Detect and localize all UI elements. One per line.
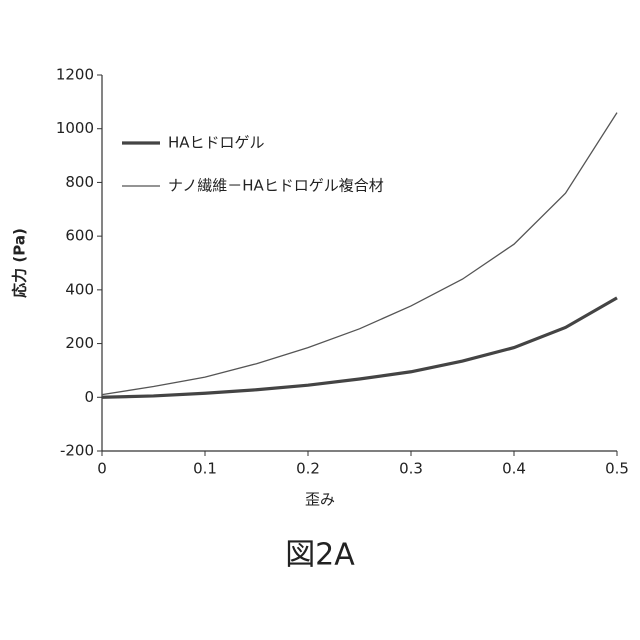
y-tick-label: 0 <box>84 388 94 406</box>
y-tick-label: 400 <box>65 280 94 298</box>
x-tick-label: 0.5 <box>605 460 629 478</box>
y-tick-label: 800 <box>65 173 94 191</box>
y-tick-label: 1200 <box>56 66 94 84</box>
page: {"chart_data": {"type": "line", "xlabel"… <box>0 0 640 640</box>
x-axis-label: 歪み <box>305 491 335 509</box>
x-tick-label: 0.1 <box>193 460 217 478</box>
y-tick-label: -200 <box>60 442 94 460</box>
x-tick-label: 0.2 <box>296 460 320 478</box>
figure-label: 図2A <box>285 538 355 573</box>
x-tick-label: 0 <box>97 460 107 478</box>
y-tick-label: 1000 <box>56 119 94 137</box>
legend-label: HAヒドロゲル <box>168 134 265 152</box>
x-tick-label: 0.4 <box>502 460 526 478</box>
legend-label: ナノ繊維－HAヒドロゲル複合材 <box>168 177 384 195</box>
chart: 歪み 応力 (Pa) 図2A -200020040060080010001200… <box>0 0 640 640</box>
x-tick-label: 0.3 <box>399 460 423 478</box>
y-tick-label: 600 <box>65 227 94 245</box>
y-axis-label: 応力 (Pa) <box>11 228 29 298</box>
y-tick-label: 200 <box>65 334 94 352</box>
series-line <box>102 113 617 395</box>
